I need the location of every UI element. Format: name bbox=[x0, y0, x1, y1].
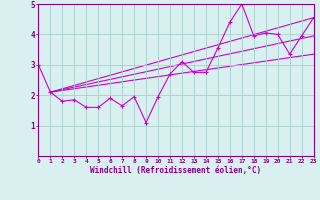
X-axis label: Windchill (Refroidissement éolien,°C): Windchill (Refroidissement éolien,°C) bbox=[91, 166, 261, 175]
